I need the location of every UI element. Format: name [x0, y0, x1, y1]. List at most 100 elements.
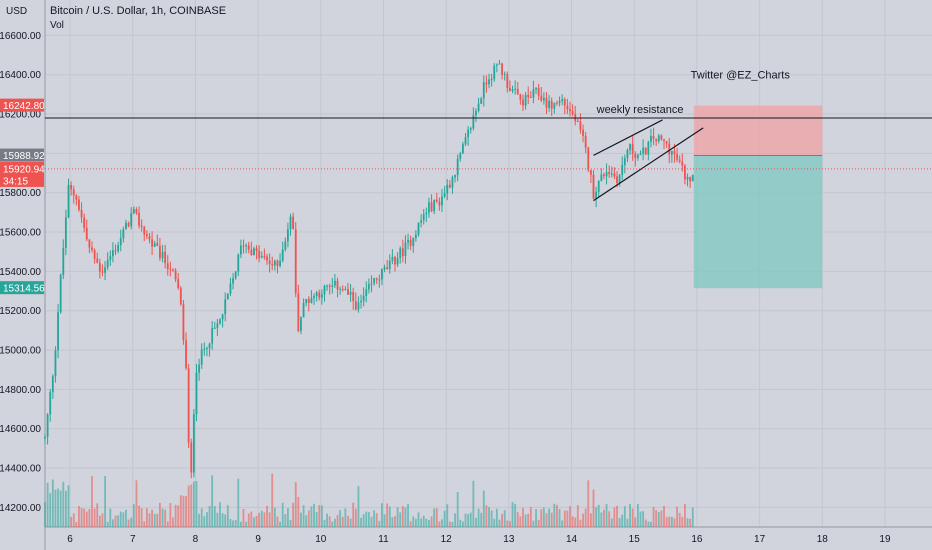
volume-bar	[540, 509, 543, 527]
volume-bar	[239, 521, 242, 527]
volume-bar	[130, 517, 133, 527]
volume-bar	[587, 480, 590, 527]
y-tick-label: 14400.00	[0, 464, 41, 475]
candles	[44, 60, 694, 479]
volume-bar	[114, 515, 117, 527]
volume-bar	[143, 521, 146, 527]
volume-bar	[75, 521, 78, 527]
volume-bar	[686, 518, 689, 527]
volume-bar	[448, 521, 451, 527]
candle-body	[271, 263, 274, 266]
volume-bar	[83, 508, 86, 527]
volume-bar	[347, 515, 349, 527]
volume-bar	[509, 521, 511, 527]
candle-body	[472, 115, 475, 129]
volume-bar	[613, 507, 616, 527]
price-badge	[0, 98, 44, 112]
candle-body	[498, 63, 501, 65]
candle-body	[519, 94, 522, 100]
volume-bar	[206, 512, 208, 527]
candle-body	[490, 79, 493, 81]
candle-body	[216, 323, 219, 328]
volume-bar	[59, 490, 62, 527]
candle-body	[647, 141, 650, 155]
volume-bar	[506, 520, 509, 527]
candle-body	[563, 99, 566, 106]
volume-bar	[198, 513, 201, 527]
volume-bar	[224, 514, 227, 527]
candle-body	[401, 248, 404, 257]
volume-bar	[631, 508, 634, 527]
volume-bar	[344, 508, 347, 527]
volume-bar	[681, 516, 684, 527]
x-tick-label: 12	[441, 534, 453, 545]
candle-body	[318, 292, 321, 298]
candle-body	[556, 102, 558, 104]
candle-body	[310, 297, 313, 303]
candle-body	[592, 174, 595, 199]
candle-body	[70, 184, 73, 190]
x-axis[interactable]: 6 7 8 9 10 11 12 13 14 15 16 17 18 19	[67, 534, 891, 545]
candle-body	[242, 245, 245, 247]
x-tick-label: 6	[67, 534, 73, 545]
candle-body	[132, 209, 135, 214]
candle-body	[284, 241, 287, 250]
candle-body	[263, 256, 266, 258]
candle-body	[443, 193, 446, 197]
drawings[interactable]: weekly resistance Twitter @EZ_Charts	[45, 70, 932, 202]
volume-bar	[652, 506, 655, 527]
volume-bar	[386, 503, 389, 527]
volume-bar	[78, 505, 80, 527]
volume-bar	[579, 519, 582, 527]
candle-body	[529, 97, 532, 99]
candle-body	[438, 201, 441, 206]
candle-body	[365, 289, 368, 296]
volume-bar	[537, 519, 540, 527]
volume-bar	[307, 510, 310, 527]
volume-bar	[276, 516, 279, 527]
price-badge	[0, 161, 44, 175]
candle-body	[407, 239, 409, 243]
volume-bar	[354, 508, 357, 527]
candle-body	[650, 136, 652, 142]
candle-body	[370, 283, 373, 285]
x-tick-label: 13	[503, 534, 515, 545]
y-axis[interactable]: 16600.0016400.0016200.0016000.0015800.00…	[0, 31, 41, 514]
volume-bar	[72, 513, 75, 527]
volume-bar	[488, 507, 490, 527]
candle-body	[313, 296, 315, 298]
volume-bar	[54, 489, 57, 527]
volume-bar	[289, 520, 292, 527]
volume-bar	[234, 519, 237, 527]
candle-body	[187, 368, 190, 443]
volume-bar	[255, 515, 258, 527]
candle-body	[211, 328, 214, 344]
candle-body	[396, 258, 399, 265]
candle-body	[221, 314, 224, 320]
volume-bar	[550, 512, 553, 527]
volume-bar	[383, 514, 386, 527]
currency-label: USD	[6, 6, 28, 17]
candle-body	[493, 65, 496, 80]
candle-body	[686, 176, 689, 180]
volume-bar	[409, 521, 412, 527]
volume-bar	[676, 506, 678, 527]
candle-body	[190, 442, 193, 473]
candle-body	[524, 94, 527, 106]
volume-bar	[148, 513, 151, 527]
volume-bar	[472, 480, 475, 527]
volume-bar	[302, 505, 305, 527]
y-tick-label: 14600.00	[0, 424, 41, 435]
candle-body	[655, 138, 658, 142]
candle-body	[461, 144, 464, 154]
volume-bar	[381, 503, 383, 527]
volume-bar	[678, 512, 681, 527]
candle-body	[412, 238, 415, 246]
candle-body	[268, 260, 271, 264]
candle-body	[433, 199, 436, 212]
volume-bar	[626, 518, 629, 527]
candle-body	[247, 245, 250, 250]
position-box[interactable]	[693, 105, 823, 289]
candle-body	[414, 234, 417, 239]
